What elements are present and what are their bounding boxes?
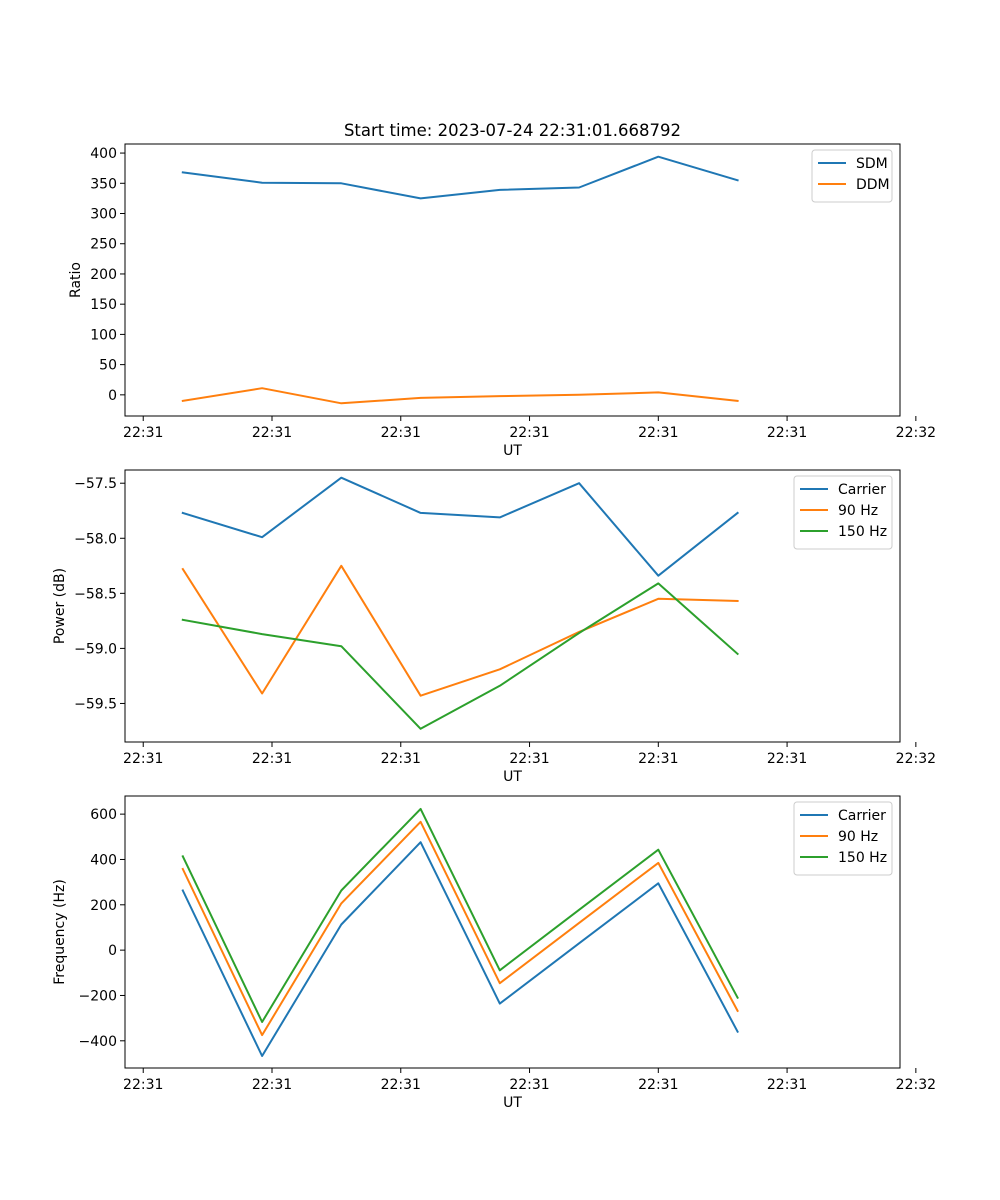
series-line-ddm — [181, 387, 739, 405]
x-tick-label: 22:31 — [509, 751, 549, 767]
series-line-150-hz — [181, 807, 739, 1023]
chart-panel-2: 22:31 22:31 22:31 22:31 22:31 22:31 22:32 −59.5… — [52, 469, 936, 785]
y-tick-label: 350 — [90, 176, 117, 192]
legend-label: 150 Hz — [838, 524, 887, 540]
axes-frame — [124, 143, 901, 417]
x-tick-label: 22:31 — [381, 751, 421, 767]
y-tick-label: −200 — [79, 988, 117, 1004]
legend-label: Carrier — [838, 808, 886, 824]
legend-label: 90 Hz — [838, 503, 878, 519]
x-tick-label: 22:31 — [123, 751, 163, 767]
y-tick-label: 50 — [99, 358, 117, 374]
chart-title: Start time: 2023-07-24 22:31:01.668792 — [344, 121, 681, 140]
legend-label: SDM — [856, 156, 888, 172]
y-tick-label: 200 — [90, 898, 117, 914]
y-tick-label: −58.5 — [74, 586, 117, 602]
legend-label: Carrier — [838, 482, 886, 498]
y-tick-label: −59.5 — [74, 696, 117, 712]
y-tick-label: 0 — [108, 388, 117, 404]
x-tick-label: 22:31 — [252, 751, 292, 767]
x-tick-label: 22:31 — [767, 1077, 807, 1093]
legend-label: DDM — [856, 177, 890, 193]
x-tick-label: 22:31 — [767, 751, 807, 767]
legend: Carrier 90 Hz 150 Hz — [793, 475, 893, 550]
y-tick-label: −57.5 — [74, 476, 117, 492]
x-tick-label: 22:31 — [767, 425, 807, 441]
x-axis-label: UT — [503, 1095, 522, 1111]
y-tick-label: −59.0 — [74, 641, 117, 657]
y-tick-label: 200 — [90, 267, 117, 283]
y-axis-label: Power (dB) — [52, 568, 68, 644]
x-axis-label: UT — [503, 443, 522, 459]
series-line-90-hz — [181, 820, 739, 1037]
legend: SDM DDM — [811, 149, 893, 203]
y-axis-label: Ratio — [68, 262, 84, 298]
legend-label: 150 Hz — [838, 850, 887, 866]
x-tick-label: 22:31 — [509, 425, 549, 441]
x-tick-label: 22:31 — [252, 425, 292, 441]
legend-label: 90 Hz — [838, 829, 878, 845]
axes-frame — [124, 469, 901, 743]
y-tick-label: 300 — [90, 207, 117, 223]
series-line-carrier — [181, 841, 739, 1057]
y-tick-label: −400 — [79, 1034, 117, 1050]
x-tick-label: 22:31 — [509, 1077, 549, 1093]
y-axis-label: Frequency (Hz) — [52, 879, 68, 985]
x-tick-label: 22:31 — [381, 1077, 421, 1093]
y-tick-label: 600 — [90, 807, 117, 823]
x-axis-label: UT — [503, 769, 522, 785]
series-line-90-hz — [181, 564, 739, 697]
x-tick-label: 22:31 — [123, 425, 163, 441]
x-tick-label: 22:32 — [896, 1077, 936, 1093]
series-line-150-hz — [181, 582, 740, 730]
x-tick-label: 22:31 — [638, 1077, 678, 1093]
legend: Carrier 90 Hz 150 Hz — [793, 801, 893, 876]
y-tick-label: 250 — [90, 237, 117, 253]
x-tick-label: 22:31 — [381, 425, 421, 441]
y-tick-label: 0 — [108, 943, 117, 959]
series-line-carrier — [181, 476, 740, 577]
y-tick-label: 150 — [90, 297, 117, 313]
axes-frame — [124, 795, 901, 1069]
y-tick-label: 400 — [90, 146, 117, 162]
x-tick-label: 22:31 — [638, 425, 678, 441]
x-tick-label: 22:32 — [896, 751, 936, 767]
x-tick-label: 22:31 — [123, 1077, 163, 1093]
x-tick-label: 22:32 — [896, 425, 936, 441]
y-tick-label: −58.0 — [74, 531, 117, 547]
x-tick-label: 22:31 — [638, 751, 678, 767]
y-tick-label: 400 — [90, 852, 117, 868]
chart-panel-3: 22:31 22:31 22:31 22:31 22:31 22:31 22:32 −400 −… — [52, 795, 936, 1111]
x-tick-label: 22:31 — [252, 1077, 292, 1093]
series-line-sdm — [181, 155, 739, 200]
y-tick-label: 100 — [90, 327, 117, 343]
chart-panel-1: 22:31 22:31 22:31 22:31 22:31 22:31 22:32 0 50 10… — [68, 121, 936, 459]
